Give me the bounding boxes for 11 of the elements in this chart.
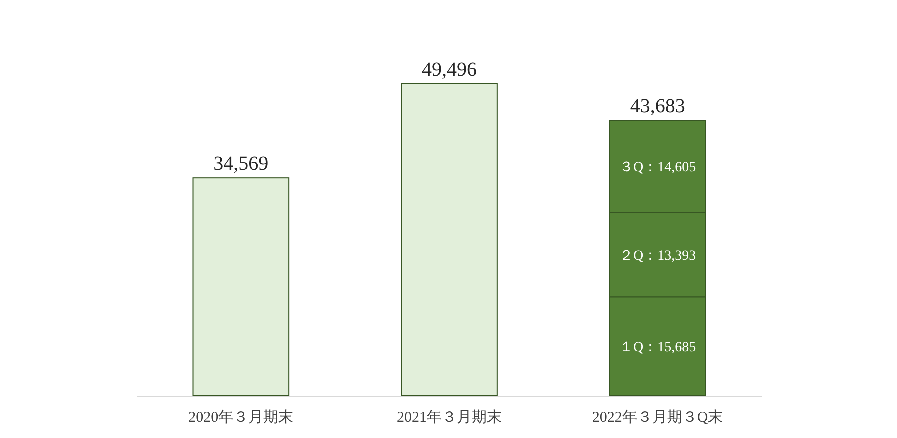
x-tick-label: 2022年３月期３Q末 xyxy=(592,409,724,426)
x-tick-label: 2021年３月期末 xyxy=(397,409,502,426)
x-tick-label: 2020年３月期末 xyxy=(188,409,294,426)
data-label: １Q：15,685 xyxy=(620,340,696,356)
total-label: 43,683 xyxy=(630,96,686,118)
total-label: 49,496 xyxy=(422,59,477,81)
total-label: 34,569 xyxy=(214,153,269,176)
data-label: ２Q：13,393 xyxy=(620,248,696,264)
bar xyxy=(401,84,498,396)
bar xyxy=(192,178,290,396)
data-label: ３Q：14,605 xyxy=(620,160,696,176)
